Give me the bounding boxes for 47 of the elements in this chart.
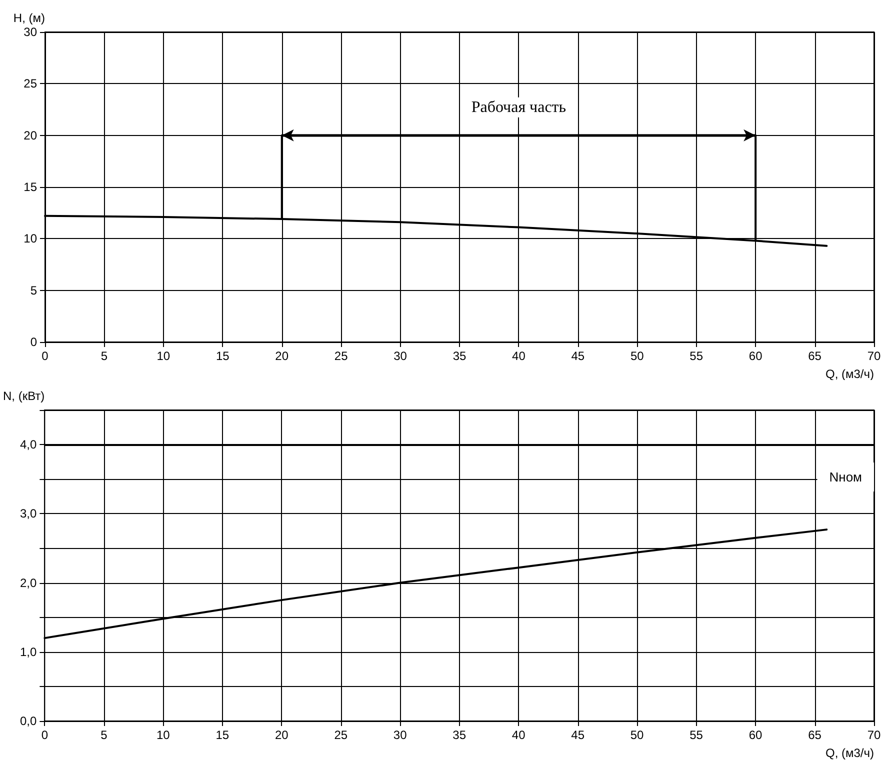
x-tick-label: 30: [394, 349, 408, 363]
annotation: Рабочая часть: [471, 98, 566, 116]
x-tick-label: 60: [748, 728, 763, 742]
x-tick-label: 5: [100, 728, 108, 742]
x-tick-label: 70: [867, 728, 881, 742]
y-tick-label: 0: [30, 335, 38, 349]
x-tick-label: 15: [216, 349, 230, 363]
x-tick-label: 70: [867, 349, 881, 363]
x-tick-label: 20: [275, 349, 289, 363]
x-tick-label: 40: [512, 349, 526, 363]
y-tick-label: 30: [24, 25, 38, 39]
x-tick-label: 50: [630, 349, 644, 363]
ref-line-label: Nном: [829, 470, 862, 485]
x-tick-label: 35: [452, 349, 466, 363]
x-tick-label: 60: [748, 349, 763, 363]
y-tick-label: 4,0: [20, 438, 37, 452]
x-tick-label: 50: [630, 728, 644, 742]
x-tick-label: 15: [216, 728, 230, 742]
x-tick-label: 0: [41, 728, 48, 742]
y-tick-label: 2,0: [20, 576, 37, 590]
x-tick-label: 40: [512, 728, 526, 742]
x-tick-label: 35: [452, 728, 466, 742]
y-tick-label: 15: [24, 180, 38, 194]
x-tick-label: 10: [156, 728, 170, 742]
y-axis-title: H, (м): [13, 11, 45, 25]
x-tick-label: 0: [42, 349, 49, 363]
x-tick-label: 30: [393, 728, 408, 742]
y-tick-label: 0,0: [20, 714, 37, 728]
x-tick-label: 10: [156, 349, 170, 363]
y-tick-label: 5: [30, 283, 38, 298]
y-tick-label: 3,0: [20, 506, 37, 521]
x-tick-label: 5: [100, 349, 108, 363]
y-tick-label: 25: [24, 76, 38, 91]
y-axis-title: N, (кВт): [2, 389, 45, 403]
x-tick-label: 45: [571, 349, 585, 363]
x-tick-label: 25: [334, 728, 348, 742]
x-tick-label: 65: [808, 728, 822, 742]
x-tick-label: 65: [808, 349, 822, 363]
x-tick-label: 55: [690, 349, 704, 363]
y-tick-label: 20: [24, 128, 38, 142]
y-tick-label: 10: [24, 232, 38, 246]
x-tick-label: 20: [274, 728, 289, 742]
x-tick-label: 45: [571, 728, 585, 742]
y-tick-label: 1,0: [20, 644, 37, 659]
x-tick-label: 55: [690, 728, 704, 742]
x-tick-label: 25: [334, 349, 348, 363]
x-axis-title: Q, (м3/ч): [825, 746, 874, 760]
